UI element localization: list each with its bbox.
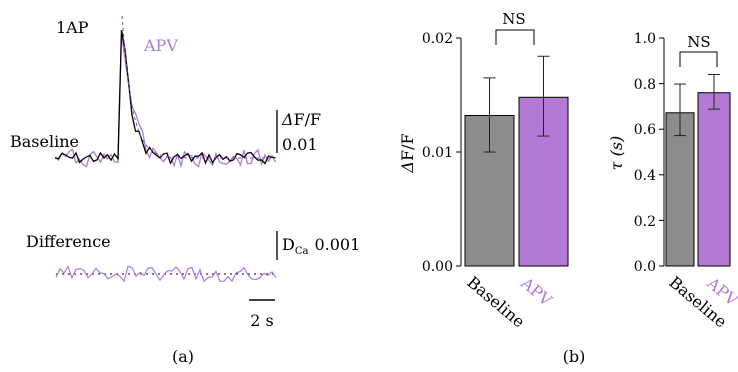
chart2-ylabel: τ (s) (607, 136, 626, 171)
chart1-significance: NS (502, 10, 525, 28)
chart1-significance-bracket (495, 29, 535, 45)
chart2-tick-label: 0.4 (634, 168, 656, 184)
chart1-tick-label: 0.01 (422, 145, 453, 161)
chart-tau: τ (s) 0.0 0.2 0.4 0.6 0.8 1.0 NS Baselin… (607, 31, 738, 331)
trace-title: 1AP (56, 18, 89, 37)
time-scale-label: 2 s (250, 311, 273, 330)
chart1-tick-label: 0.02 (422, 31, 453, 47)
chart2-tick-label: 0.8 (634, 77, 656, 93)
chart1-category-label: APV (517, 273, 556, 310)
chart1-category-label: Baseline (463, 273, 528, 332)
bar (665, 112, 695, 267)
chart2-tick-label: 0.2 (634, 214, 656, 230)
bar (518, 96, 569, 267)
panel-a-label: (a) (172, 347, 194, 366)
baseline-trace-label: Baseline (10, 132, 79, 151)
df-scale-label: ΔF/F (281, 110, 321, 129)
chart-delta-f: ΔF/F 0.00 0.01 0.02 NS Baseline APV (398, 10, 569, 332)
bar (697, 92, 731, 267)
difference-trace (55, 265, 277, 283)
chart2-tick-label: 1.0 (634, 31, 656, 47)
apv-trace-label: APV (143, 36, 178, 55)
baseline-trace (54, 29, 276, 165)
chart2-tick-label: 0.0 (634, 259, 656, 275)
panel-a: 1AP APV Baseline ΔF/F 0.01 Difference DC… (10, 15, 360, 366)
chart2-significance: NS (687, 33, 710, 51)
chart1-tick-label: 0.00 (422, 259, 453, 275)
panel-b-label: (b) (563, 347, 586, 366)
chart2-tick-label: 0.6 (634, 122, 656, 138)
dca-scale-label: DCa 0.001 (282, 235, 360, 257)
chart2-significance-bracket (679, 51, 718, 67)
chart1-ylabel: ΔF/F (398, 133, 417, 173)
apv-trace (54, 33, 277, 169)
fit-trace (121, 15, 275, 159)
difference-label: Difference (26, 232, 111, 251)
df-scale-value: 0.01 (282, 135, 318, 154)
